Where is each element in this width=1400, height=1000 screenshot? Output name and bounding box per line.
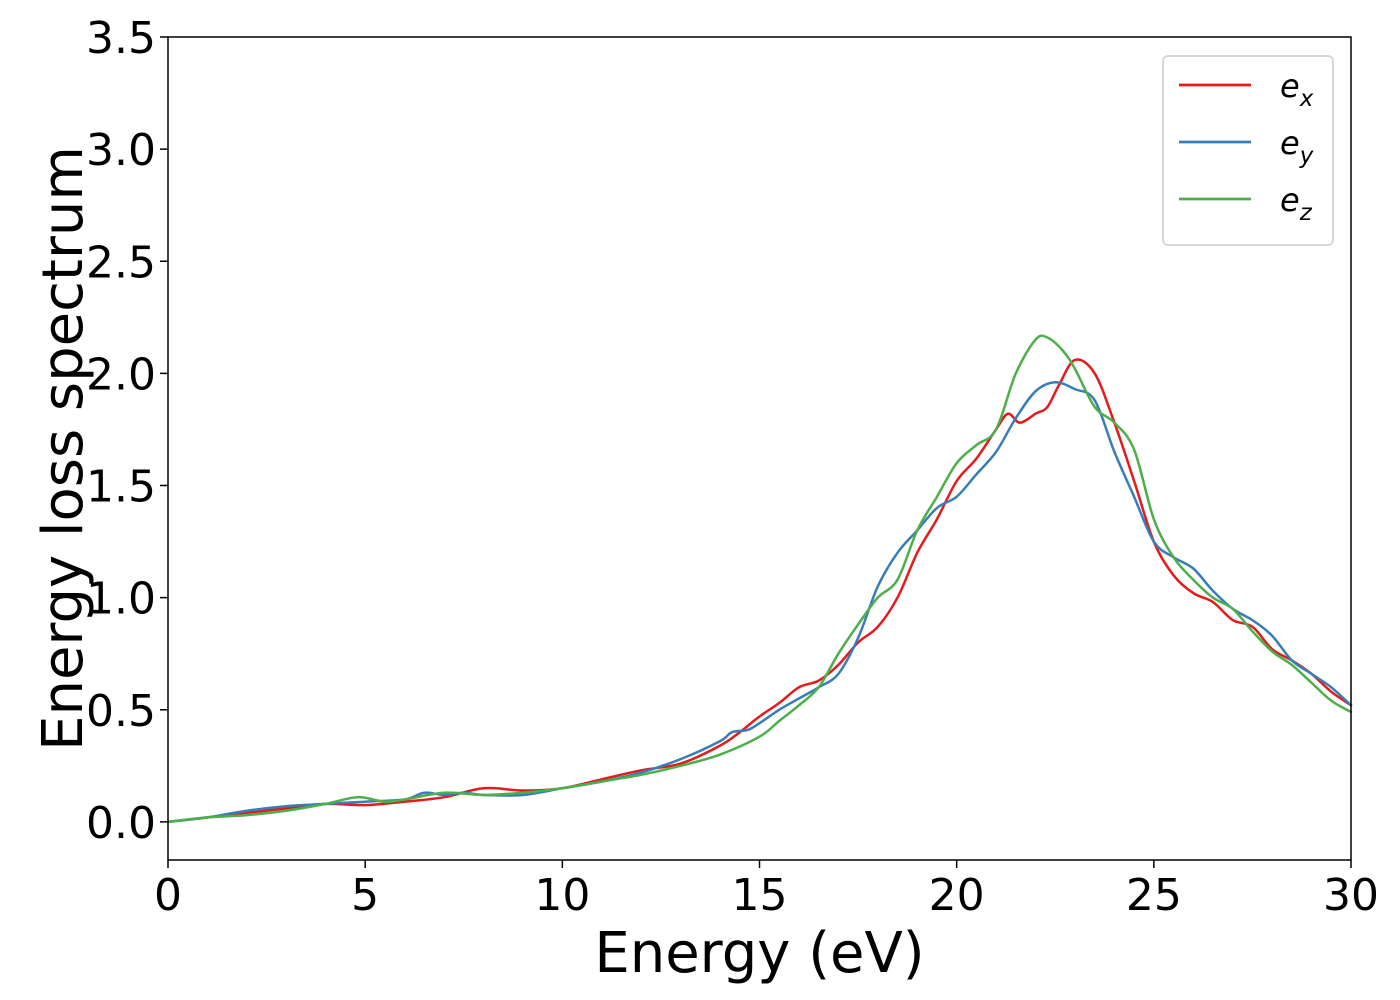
y-tick-label: 3.5 <box>86 13 156 64</box>
series-layer <box>166 334 1353 824</box>
y-tick-label: 1.0 <box>86 574 156 625</box>
y-tick-label: 1.5 <box>86 462 156 513</box>
y-tick-label: 2.5 <box>86 237 156 288</box>
x-tick-label: 10 <box>534 870 590 921</box>
legend-label-ex: ex <box>1280 67 1314 112</box>
legend: ex ey ez <box>1162 55 1334 246</box>
x-tick-label: 5 <box>351 870 379 921</box>
y-axis-label: Energy loss spectrum <box>31 146 96 751</box>
legend-label-ey: ey <box>1280 124 1314 169</box>
x-axis-label: Energy (eV) <box>594 921 924 986</box>
y-tick-label: 2.0 <box>86 349 156 400</box>
series-line-ez <box>166 334 1353 824</box>
legend-label-ez: ez <box>1280 181 1313 226</box>
series-line-ey <box>166 381 1353 824</box>
y-tick-label: 0.5 <box>86 686 156 737</box>
x-tick-label: 20 <box>929 870 985 921</box>
series-line-ex <box>166 358 1353 824</box>
y-tick-label: 3.0 <box>86 125 156 176</box>
x-tick-label: 15 <box>732 870 788 921</box>
x-axis: 0 5 10 15 20 25 30 <box>154 860 1379 921</box>
x-tick-label: 25 <box>1126 870 1182 921</box>
x-tick-label: 0 <box>154 870 182 921</box>
x-tick-label: 30 <box>1323 870 1379 921</box>
y-tick-label: 0.0 <box>86 798 156 849</box>
y-axis: 0.0 0.5 1.0 1.5 2.0 2.5 3.0 3.5 <box>86 13 168 849</box>
